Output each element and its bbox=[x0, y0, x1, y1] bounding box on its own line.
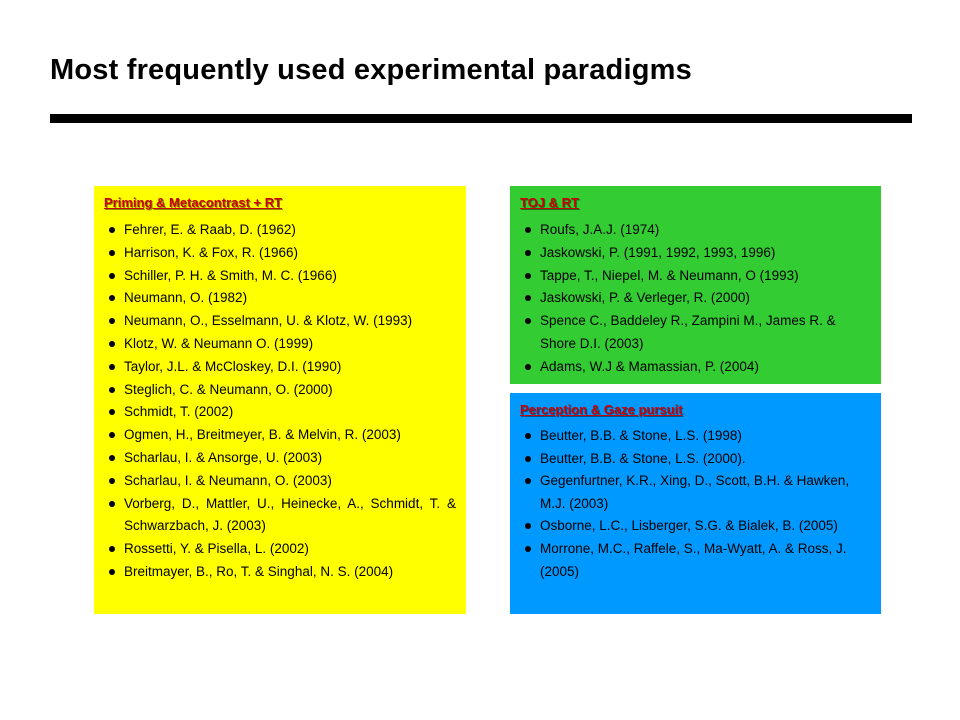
reference-item: Steglich, C. & Neumann, O. (2000) bbox=[104, 379, 456, 402]
reference-item: Fehrer, E. & Raab, D. (1962) bbox=[104, 219, 456, 242]
page-title: Most frequently used experimental paradi… bbox=[50, 54, 692, 86]
reference-item: Spence C., Baddeley R., Zampini M., Jame… bbox=[520, 310, 871, 356]
title-divider bbox=[50, 114, 912, 123]
reference-item: Scharlau, I. & Neumann, O. (2003) bbox=[104, 470, 456, 493]
reference-item: Neumann, O. (1982) bbox=[104, 287, 456, 310]
reference-item: Harrison, K. & Fox, R. (1966) bbox=[104, 242, 456, 265]
priming-box: Priming & Metacontrast + RT Fehrer, E. &… bbox=[94, 186, 466, 614]
reference-item: Schmidt, T. (2002) bbox=[104, 401, 456, 424]
reference-item: Jaskowski, P. & Verleger, R. (2000) bbox=[520, 287, 871, 310]
priming-reference-list: Fehrer, E. & Raab, D. (1962) Harrison, K… bbox=[104, 219, 456, 584]
reference-item: Rossetti, Y. & Pisella, L. (2002) bbox=[104, 538, 456, 561]
reference-item: Breitmayer, B., Ro, T. & Singhal, N. S. … bbox=[104, 561, 456, 584]
reference-item: Roufs, J.A.J. (1974) bbox=[520, 219, 871, 242]
reference-item: Neumann, O., Esselmann, U. & Klotz, W. (… bbox=[104, 310, 456, 333]
reference-item: Morrone, M.C., Raffele, S., Ma-Wyatt, A.… bbox=[520, 538, 871, 583]
priming-heading: Priming & Metacontrast + RT bbox=[104, 195, 283, 210]
reference-item: Osborne, L.C., Lisberger, S.G. & Bialek,… bbox=[520, 515, 871, 538]
reference-item: Taylor, J.L. & McCloskey, D.I. (1990) bbox=[104, 356, 456, 379]
toj-box: TOJ & RT Roufs, J.A.J. (1974) Jaskowski,… bbox=[510, 186, 881, 384]
reference-item: Adams, W.J & Mamassian, P. (2004) bbox=[520, 356, 871, 379]
reference-item: Scharlau, I. & Ansorge, U. (2003) bbox=[104, 447, 456, 470]
reference-item: Ogmen, H., Breitmeyer, B. & Melvin, R. (… bbox=[104, 424, 456, 447]
toj-heading: TOJ & RT bbox=[520, 195, 579, 210]
gaze-pursuit-box: Perception & Gaze pursuit Beutter, B.B. … bbox=[510, 393, 881, 614]
toj-reference-list: Roufs, J.A.J. (1974) Jaskowski, P. (1991… bbox=[520, 219, 871, 379]
reference-item: Schiller, P. H. & Smith, M. C. (1966) bbox=[104, 265, 456, 288]
reference-item: Gegenfurtner, K.R., Xing, D., Scott, B.H… bbox=[520, 470, 871, 515]
gaze-heading: Perception & Gaze pursuit bbox=[520, 402, 683, 417]
reference-item: Beutter, B.B. & Stone, L.S. (1998) bbox=[520, 425, 871, 448]
reference-item: Klotz, W. & Neumann O. (1999) bbox=[104, 333, 456, 356]
reference-item: Vorberg, D., Mattler, U., Heinecke, A., … bbox=[104, 493, 456, 539]
reference-item: Jaskowski, P. (1991, 1992, 1993, 1996) bbox=[520, 242, 871, 265]
gaze-reference-list: Beutter, B.B. & Stone, L.S. (1998) Beutt… bbox=[520, 425, 871, 583]
reference-item: Beutter, B.B. & Stone, L.S. (2000). bbox=[520, 448, 871, 471]
reference-item: Tappe, T., Niepel, M. & Neumann, O (1993… bbox=[520, 265, 871, 288]
